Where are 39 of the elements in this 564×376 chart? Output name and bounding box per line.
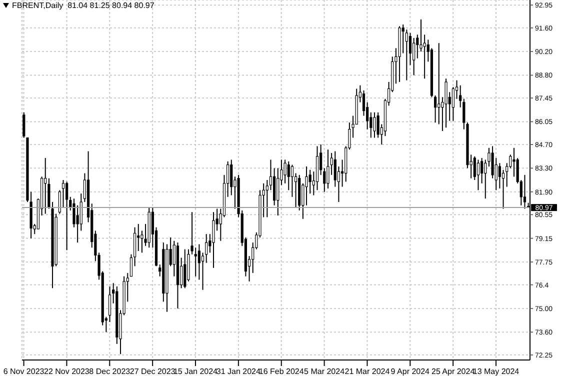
candlestick <box>290 164 294 198</box>
candlestick <box>230 159 233 196</box>
candlestick <box>44 158 47 214</box>
candlestick <box>212 212 215 268</box>
x-tick-label: 13 May 2024 <box>472 367 520 376</box>
candlestick <box>194 247 197 277</box>
candlestick <box>198 244 200 280</box>
candlestick <box>434 94 437 124</box>
x-tick-label: 8 Dec 2023 <box>89 367 131 376</box>
candlestick <box>405 29 408 81</box>
candlestick <box>408 32 412 66</box>
candlestick <box>76 204 79 244</box>
candlestick <box>133 226 136 267</box>
candlestick <box>308 169 312 194</box>
x-tick-label: 6 Nov 2023 <box>3 367 45 376</box>
x-tick-label: 16 Feb 2024 <box>258 367 304 376</box>
candlestick <box>498 162 501 189</box>
candlestick <box>476 159 480 191</box>
candlestick <box>452 86 454 122</box>
candlestick <box>438 42 440 125</box>
chart-title: FBRENT,Daily 81.04 81.25 80.94 80.97 <box>12 1 154 10</box>
candlestick <box>480 158 484 184</box>
candlestick <box>273 168 276 206</box>
candlestick <box>326 149 330 189</box>
candlestick <box>373 112 376 138</box>
candlestick <box>108 286 112 322</box>
x-tick-label: 22 Nov 2023 <box>44 367 90 376</box>
candlestick <box>66 181 68 251</box>
candlestick <box>444 78 448 128</box>
candlestick <box>130 254 133 277</box>
candlestick <box>22 112 26 138</box>
candlestick <box>276 168 280 216</box>
candlestick <box>184 248 186 289</box>
candlestick <box>523 174 526 210</box>
x-tick-label: 21 Mar 2024 <box>344 367 390 376</box>
candlestick <box>502 169 505 210</box>
x-tick-label: 9 Apr 2024 <box>390 367 430 376</box>
x-tick-label: 15 Jan 2024 <box>173 367 218 376</box>
x-tick-label: 5 Mar 2024 <box>304 367 346 376</box>
